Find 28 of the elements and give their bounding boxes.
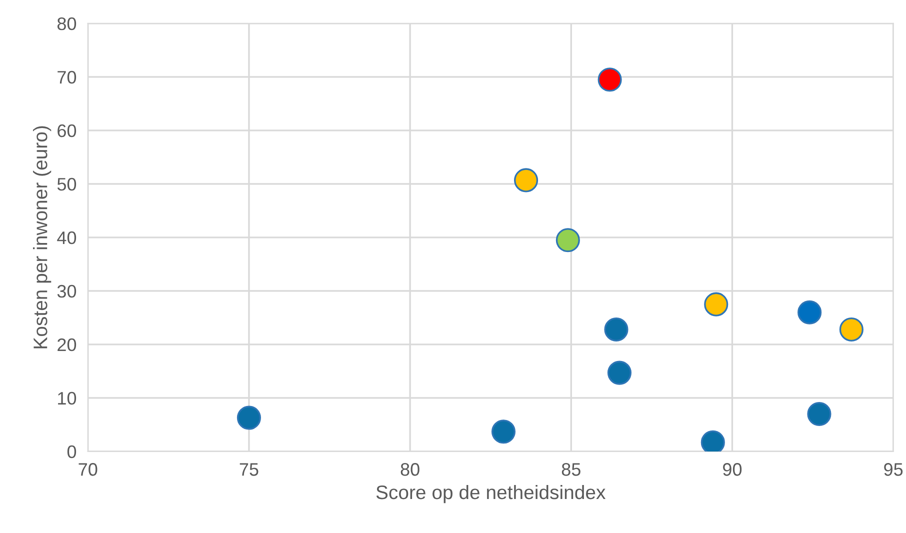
y-tick-label: 30 <box>57 284 76 298</box>
y-tick-label: 40 <box>57 231 76 244</box>
y-tick-label: 0 <box>67 445 76 458</box>
x-tick-label: 95 <box>884 463 903 476</box>
y-tick-label: 10 <box>58 392 76 405</box>
x-axis-title: Score op de netheidsindex <box>376 484 606 504</box>
point <box>798 300 822 324</box>
y-axis-title: Kosten per inwoner (euro) <box>33 126 52 348</box>
y-tick-label: 60 <box>58 124 76 138</box>
y-tick-label: 80 <box>57 17 76 30</box>
point <box>704 292 728 316</box>
point <box>807 402 832 426</box>
y-tick-label: 50 <box>57 178 76 191</box>
point <box>607 360 632 385</box>
point <box>236 406 261 430</box>
point <box>598 68 622 92</box>
x-tick-label: 75 <box>240 463 258 476</box>
point <box>839 317 864 342</box>
point <box>514 168 538 192</box>
point <box>491 420 516 444</box>
x-tick-label: 80 <box>400 463 420 476</box>
y-tick-label: 70 <box>58 70 76 84</box>
y-tick-label: 20 <box>58 338 76 352</box>
x-tick-label: 85 <box>562 463 580 476</box>
point <box>556 228 580 252</box>
x-tick-label: 70 <box>78 463 98 476</box>
point <box>604 317 628 342</box>
x-tick-label: 90 <box>723 463 742 476</box>
